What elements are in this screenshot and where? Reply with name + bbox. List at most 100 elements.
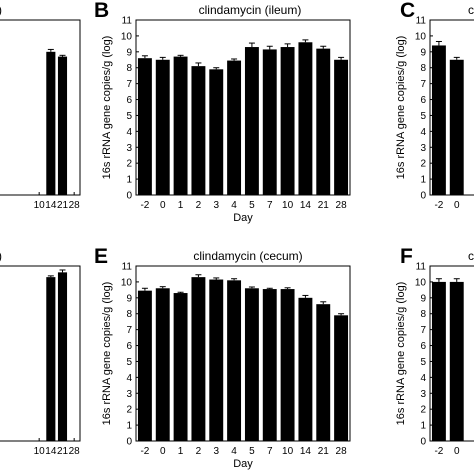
panel-letter: E [94, 245, 108, 268]
y-tick-label: 4 [126, 373, 132, 384]
y-tick-label: 5 [126, 111, 132, 122]
bar [155, 288, 170, 441]
x-tick-label: -2 [434, 446, 443, 457]
x-tick-label: 1 [178, 200, 184, 211]
y-axis-label: 16s rRNA gene copies/g (log) [395, 36, 407, 180]
y-tick-label: 0 [420, 437, 426, 448]
x-tick-label: 28 [69, 200, 81, 211]
y-tick-label: 10 [121, 277, 133, 288]
y-tick-label: 1 [126, 175, 132, 186]
bar [298, 42, 313, 195]
y-tick-label: 6 [126, 341, 132, 352]
panel-letter: B [94, 0, 109, 22]
y-tick-label: 10 [415, 31, 427, 42]
y-tick-label: 11 [122, 16, 133, 27]
plot-frame [135, 19, 351, 196]
y-tick-label: 1 [126, 421, 132, 432]
bar [298, 297, 313, 441]
panel-letter: C [400, 0, 415, 22]
y-axis-label: 16s rRNA gene copies/g (log) [101, 36, 113, 180]
x-tick-label: 0 [160, 200, 166, 211]
bar [209, 279, 224, 441]
x-tick-label: 28 [69, 446, 81, 457]
y-tick-label: 3 [420, 389, 426, 400]
bar [46, 277, 56, 441]
plot-frame [135, 265, 351, 442]
y-axis-label: 16s rRNA gene copies/g (log) [101, 282, 113, 426]
chart-title: c [468, 3, 474, 17]
x-axis-label: Day [233, 458, 253, 470]
y-tick-label: 3 [126, 389, 132, 400]
y-tick-label: 11 [416, 16, 427, 27]
bar [334, 59, 349, 195]
y-tick-label: 6 [126, 95, 132, 106]
x-tick-label: 10 [282, 200, 294, 211]
bar [280, 47, 295, 195]
x-tick-label: 7 [267, 446, 273, 457]
y-tick-label: 1 [420, 421, 426, 432]
x-tick-label: 21 [57, 446, 69, 457]
y-tick-label: 7 [126, 325, 132, 336]
bar [57, 56, 68, 195]
y-tick-label: 0 [126, 437, 132, 448]
y-tick-label: 8 [126, 309, 132, 320]
chart-title: clindamycin (ileum) [199, 3, 302, 17]
x-tick-label: 14 [45, 200, 57, 211]
y-tick-label: 1 [420, 175, 426, 186]
y-tick-label: 4 [420, 127, 426, 138]
y-tick-label: 9 [126, 47, 132, 58]
bar [57, 272, 68, 441]
y-tick-label: 10 [121, 31, 133, 42]
y-tick-label: 2 [126, 405, 132, 416]
x-tick-label: 3 [213, 446, 219, 457]
y-tick-label: 8 [126, 63, 132, 74]
bar [316, 48, 331, 195]
x-tick-label: 3 [213, 200, 219, 211]
x-tick-label: 0 [454, 200, 460, 211]
bar [191, 66, 206, 196]
y-tick-label: 9 [126, 293, 132, 304]
x-tick-label: 1 [178, 446, 184, 457]
x-tick-label: -2 [140, 446, 149, 457]
x-tick-label: 21 [57, 200, 69, 211]
y-tick-label: 2 [420, 159, 426, 170]
x-tick-label: 4 [231, 200, 237, 211]
y-tick-label: 5 [420, 111, 426, 122]
x-tick-label: 28 [336, 446, 348, 457]
bar [262, 49, 277, 195]
x-tick-label: 10 [282, 446, 294, 457]
bar [449, 59, 464, 195]
bar [227, 60, 242, 196]
chart-title: n) [0, 249, 2, 263]
bar [334, 315, 349, 441]
bar [244, 288, 259, 441]
x-tick-label: 0 [160, 446, 166, 457]
y-tick-label: 6 [420, 341, 426, 352]
bar [209, 69, 224, 195]
x-tick-label: 7 [267, 200, 273, 211]
y-tick-label: 9 [420, 293, 426, 304]
plot-frame [429, 265, 474, 442]
y-tick-label: 8 [420, 63, 426, 74]
bar [155, 59, 170, 195]
bar [449, 281, 464, 441]
bar [191, 277, 206, 441]
x-tick-label: 14 [300, 200, 312, 211]
plot-frame [0, 265, 81, 442]
chart-title: clindamycin (cecum) [193, 249, 302, 263]
bar [173, 56, 188, 195]
bar [280, 289, 295, 441]
y-axis-label: 16s rRNA gene copies/g (log) [395, 282, 407, 426]
y-tick-label: 3 [420, 143, 426, 154]
y-tick-label: 11 [122, 262, 133, 273]
x-axis-label: Day [233, 212, 253, 224]
y-tick-label: 4 [420, 373, 426, 384]
y-tick-label: 5 [420, 357, 426, 368]
chart-title: n) [0, 3, 2, 17]
